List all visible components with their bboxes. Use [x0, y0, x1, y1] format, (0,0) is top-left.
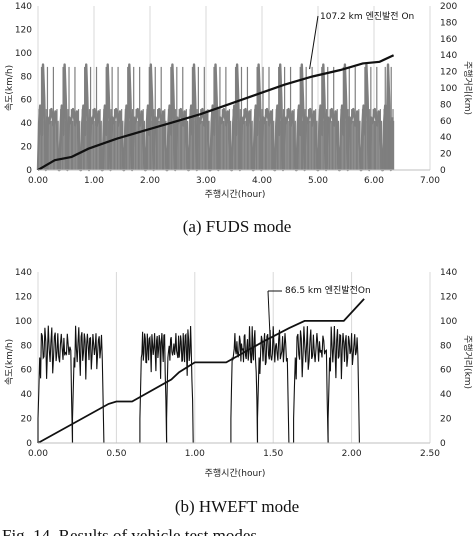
chart-b-ylabel-left: 속도(km/h) — [4, 339, 15, 385]
chart-b-ytick-right-label: 140 — [440, 268, 457, 278]
chart-b-ytick-right-label: 20 — [440, 415, 452, 425]
chart-b-xtick-label: 1.00 — [185, 449, 205, 459]
chart-a-ytick-left-label: 20 — [21, 143, 33, 153]
chart-b-xtick-label: 2.00 — [342, 449, 362, 459]
chart-b-caption: (b) HWEFT mode — [175, 497, 299, 516]
chart-a-annotation-arrow — [309, 15, 319, 70]
chart-a-annotation: 107.2 km 엔진발전 On — [309, 11, 414, 70]
chart-a-ytick-right-label: 180 — [440, 18, 457, 28]
chart-b-speed-cycle — [327, 325, 360, 444]
chart-a-ytick-right-label: 200 — [440, 2, 457, 12]
chart-a-xtick-label: 0.00 — [28, 176, 48, 186]
chart-a-ytick-left-label: 40 — [21, 119, 33, 129]
chart-hweft: 0.00 0.50 1.00 1.50 2.00 2.500204060801001201… — [4, 268, 474, 516]
chart-a-ticks: 0.00 1.00 2.00 3.00 4.00 5.00 6.00 7.0002040608… — [15, 2, 458, 186]
chart-a-ylabel-left: 속도(km/h) — [4, 65, 15, 111]
chart-b-speed-cycle — [230, 326, 259, 444]
chart-b-speed-cycle — [166, 325, 194, 444]
chart-a-ylabel-right: 주행거리(km) — [462, 61, 474, 115]
chart-a-ytick-right-label: 40 — [440, 133, 452, 143]
chart-b-xtick-label: 0.00 — [28, 449, 48, 459]
chart-a-distance-series — [37, 54, 395, 171]
chart-b-ytick-left-label: 60 — [21, 366, 33, 376]
chart-b-ytick-left-label: 20 — [21, 415, 33, 425]
chart-a-ytick-left-label: 100 — [15, 49, 32, 59]
chart-b-ytick-right-label: 80 — [440, 341, 452, 351]
chart-a-distance-line — [37, 54, 395, 171]
chart-b-ytick-right-label: 0 — [440, 439, 446, 449]
chart-b-xtick-label: 0.50 — [106, 449, 126, 459]
chart-a-ytick-right-label: 80 — [440, 100, 452, 110]
chart-a-ytick-left-label: 80 — [21, 72, 33, 82]
chart-b-distance-line — [37, 298, 365, 444]
chart-b-ytick-left-label: 0 — [26, 439, 32, 449]
chart-a-ytick-right-label: 100 — [440, 84, 457, 94]
chart-b-ytick-right-label: 60 — [440, 366, 452, 376]
chart-a-xtick-label: 4.00 — [252, 176, 272, 186]
chart-b-ytick-left-label: 120 — [15, 292, 32, 302]
chart-b-xlabel: 주행시간(hour) — [205, 467, 266, 479]
chart-b-speed-cycle — [293, 326, 329, 444]
figure-caption: Fig. 14. Results of vehicle test modes — [2, 526, 257, 536]
chart-fuds: 0.00 1.00 2.00 3.00 4.00 5.00 6.00 7.0002040608… — [4, 2, 474, 236]
chart-b-annotation-text: 86.5 km 엔진발전On — [285, 285, 371, 296]
chart-b-speed-cycle — [37, 325, 74, 444]
chart-b-speed-cycle — [71, 325, 105, 444]
chart-a-ytick-left-label: 60 — [21, 96, 33, 106]
chart-a-ytick-right-label: 0 — [440, 166, 446, 176]
chart-b-ytick-right-label: 100 — [440, 317, 457, 327]
chart-b-ytick-right-label: 120 — [440, 292, 457, 302]
chart-a-ytick-right-label: 20 — [440, 150, 452, 160]
chart-b-ticks: 0.00 0.50 1.00 1.50 2.00 2.500204060801001201… — [15, 268, 458, 459]
chart-b-ylabel-right: 주행거리(km) — [462, 335, 474, 389]
chart-a-ytick-left-label: 140 — [15, 2, 32, 12]
chart-b-ytick-left-label: 80 — [21, 341, 33, 351]
chart-b-xtick-label: 2.50 — [420, 449, 440, 459]
chart-a-xtick-label: 1.00 — [84, 176, 104, 186]
chart-a-xlabel: 주행시간(hour) — [205, 188, 266, 200]
chart-a-speed-series — [36, 63, 395, 172]
chart-a-ytick-left-label: 120 — [15, 25, 32, 35]
chart-a-ytick-left-label: 0 — [26, 166, 32, 176]
chart-a-annotation-text: 107.2 km 엔진발전 On — [320, 11, 414, 22]
chart-b-speed-series — [37, 325, 360, 444]
chart-b-distance-series — [37, 298, 365, 444]
chart-b-ytick-left-label: 140 — [15, 268, 32, 278]
chart-b-annotation: 86.5 km 엔진발전On — [267, 285, 371, 338]
chart-b-ytick-right-label: 40 — [440, 390, 452, 400]
chart-b-ytick-left-label: 100 — [15, 317, 32, 327]
chart-a-speed-line — [36, 63, 394, 172]
chart-a-xtick-label: 2.00 — [140, 176, 160, 186]
chart-b-ytick-left-label: 40 — [21, 390, 33, 400]
chart-a-caption: (a) FUDS mode — [183, 217, 292, 236]
chart-a-ytick-right-label: 120 — [440, 68, 457, 78]
chart-a-ytick-right-label: 140 — [440, 51, 457, 61]
chart-a-xtick-label: 3.00 — [196, 176, 216, 186]
chart-b-xtick-label: 1.50 — [263, 449, 283, 459]
chart-a-ytick-right-label: 60 — [440, 117, 452, 127]
chart-a-xtick-label: 6.00 — [364, 176, 384, 186]
chart-a-ytick-right-label: 160 — [440, 35, 457, 45]
chart-a-xtick-label: 7.00 — [420, 176, 440, 186]
chart-b-speed-cycle — [256, 326, 290, 444]
chart-b-annotation-leader — [267, 290, 271, 338]
chart-a-xtick-label: 5.00 — [308, 176, 328, 186]
chart-b-speed-cycle — [139, 331, 168, 444]
